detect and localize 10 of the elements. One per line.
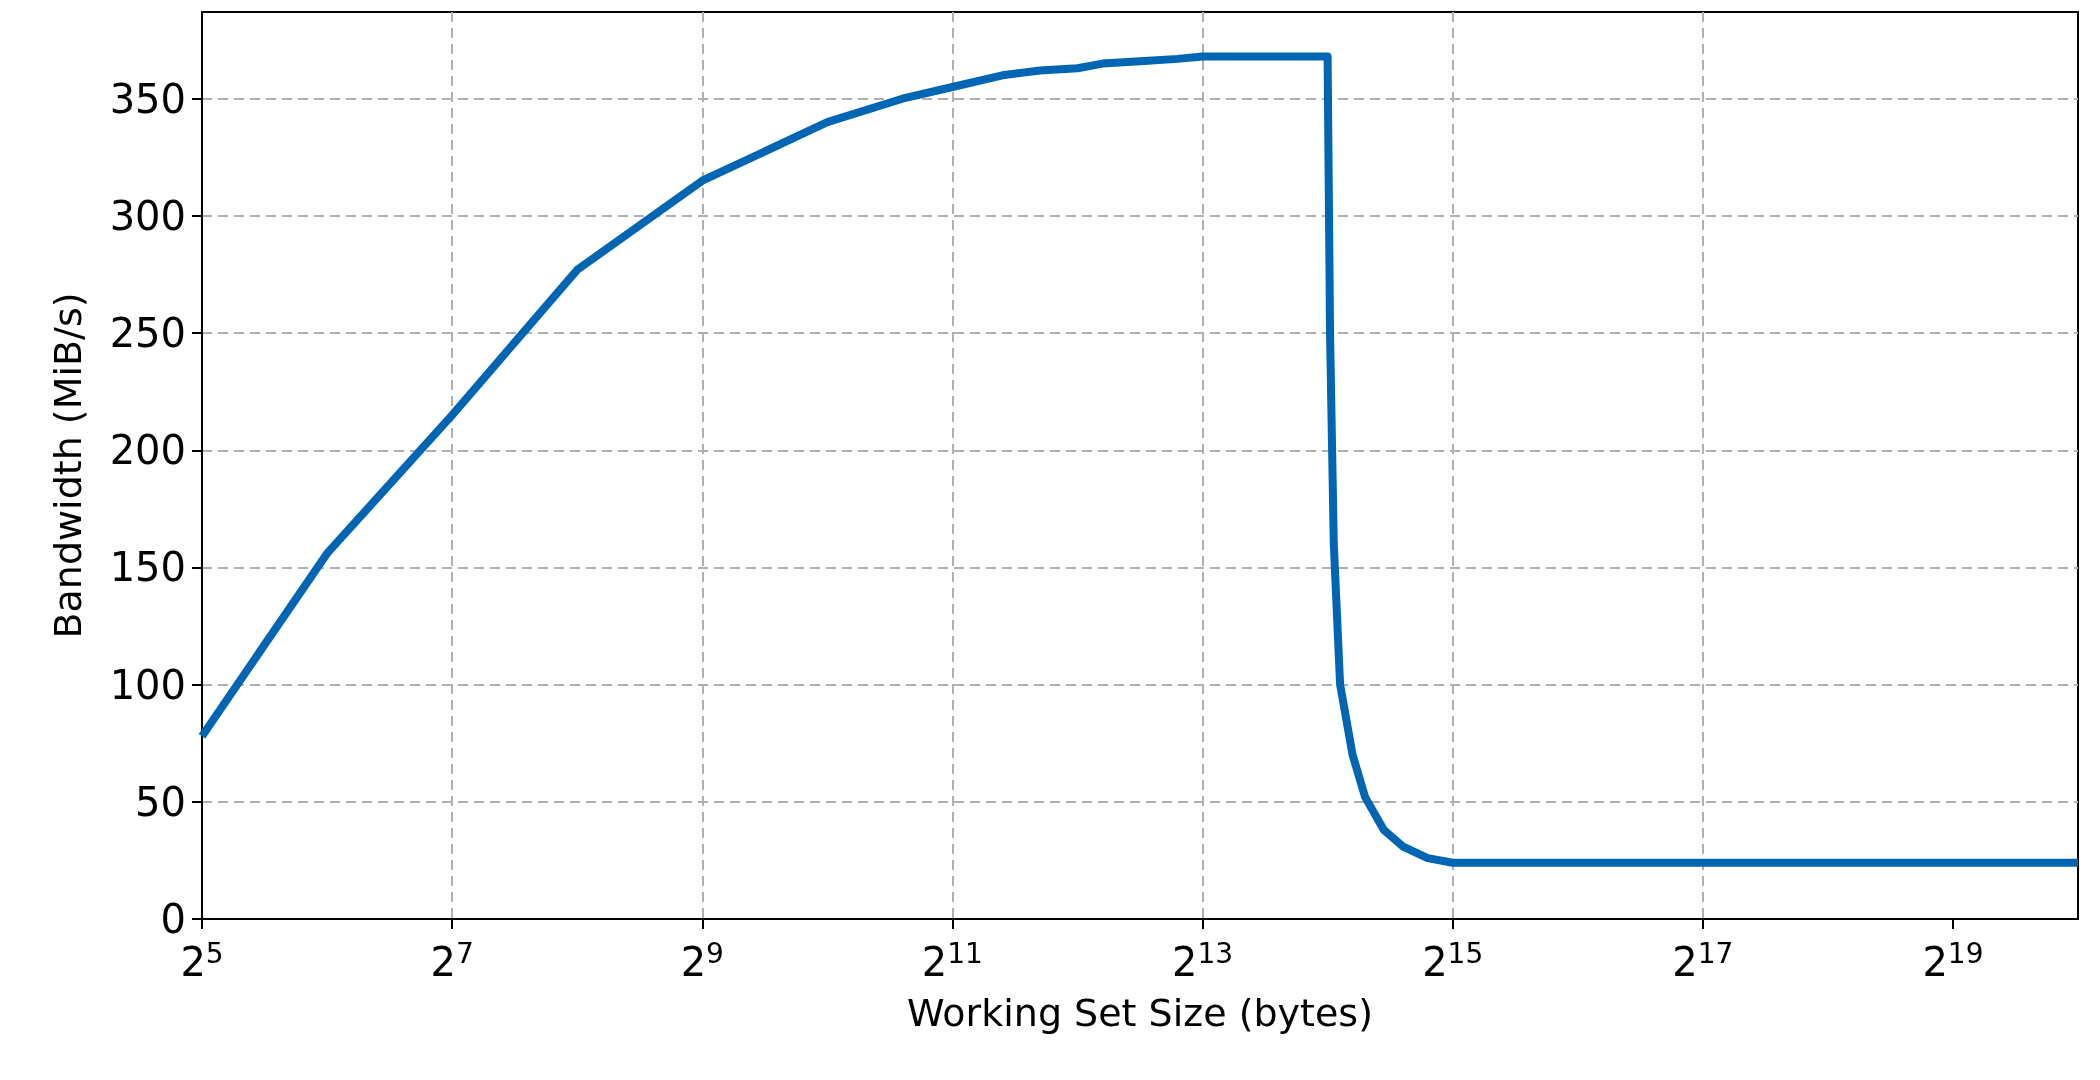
y-tick-label: 0 [160,896,186,942]
y-tick-label: 50 [135,778,186,825]
y-tick-label: 200 [109,427,186,474]
y-tick-label: 250 [109,310,186,357]
y-tick-label: 350 [109,75,186,122]
y-tick-label: 100 [109,661,186,708]
x-axis-title: Working Set Size (bytes) [907,991,1373,1035]
y-axis-title: Bandwidth (MiB/s) [46,292,90,639]
y-tick-label: 300 [109,192,186,239]
y-tick-label: 150 [109,544,186,591]
